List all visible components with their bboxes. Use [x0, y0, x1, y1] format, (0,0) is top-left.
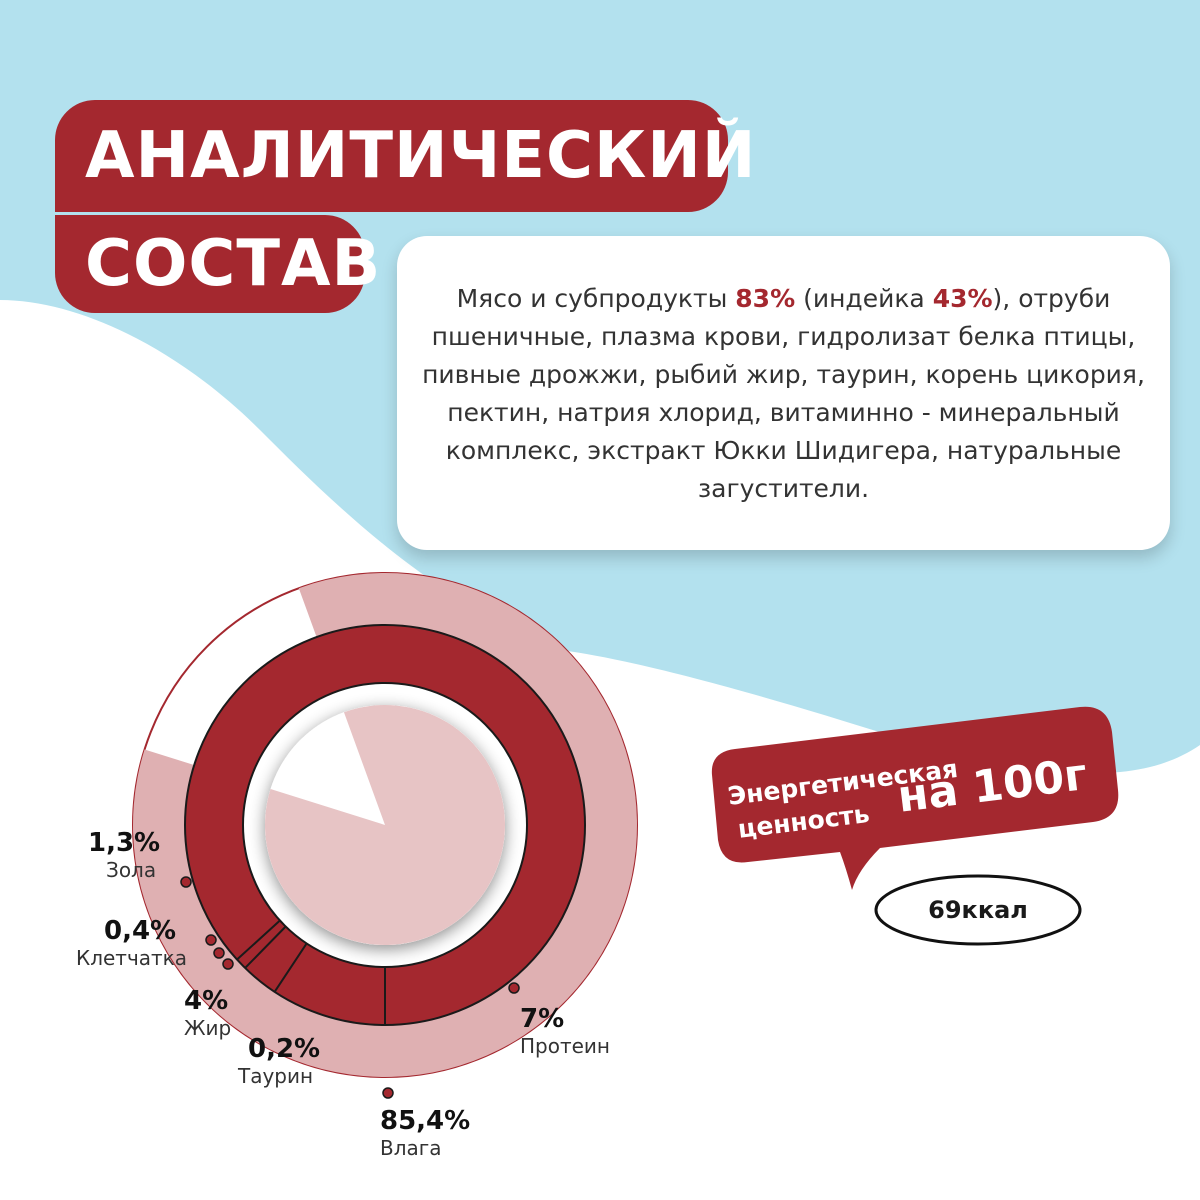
fiber-percent: 0,4%: [104, 916, 177, 946]
meat-percent: 83%: [735, 284, 796, 313]
energy-value: 69ккал: [928, 896, 1028, 924]
fiber-name: Клетчатка: [76, 946, 187, 970]
turkey-percent: 43%: [932, 284, 993, 313]
fat-name: Жир: [184, 1016, 232, 1040]
ash-percent: 1,3%: [88, 828, 161, 858]
taurine-name: Таурин: [238, 1064, 314, 1088]
ash-name: Зола: [106, 858, 157, 882]
label-ash: 1,3% Зола: [88, 828, 160, 882]
marker-fiber: [205, 934, 217, 946]
moisture-percent: 85,4%: [380, 1106, 471, 1136]
marker-moisture: [382, 1087, 394, 1099]
label-fiber: 0,4% Клетчатка: [76, 916, 187, 970]
moisture-name: Влага: [380, 1136, 442, 1160]
label-fat: 4% Жир: [184, 986, 231, 1040]
boundary-taurine: [236, 919, 281, 961]
title-line-1: АНАЛИТИЧЕСКИЙ: [55, 100, 755, 212]
composition-card: Мясо и субпродукты 83% (индейка 43%), от…: [397, 236, 1170, 550]
protein-percent: 7%: [520, 1004, 565, 1034]
marker-fat: [222, 958, 234, 970]
marker-ash: [180, 876, 192, 888]
label-protein: 7% Протеин: [520, 1004, 610, 1058]
marker-protein: [508, 982, 520, 994]
title-line-2: СОСТАВ: [55, 215, 380, 313]
composition-text-2: (индейка: [795, 284, 933, 313]
marker-taurine: [213, 947, 225, 959]
energy-value-ellipse: [874, 874, 1082, 946]
taurine-percent: 0,2%: [248, 1034, 321, 1064]
composition-text-3: ), отруби пшеничные, плазма крови, гидро…: [422, 284, 1145, 503]
label-taurine: 0,2% Таурин: [238, 1034, 320, 1088]
center-moisture-wedge: [265, 705, 506, 945]
composition-text-1: Мясо и субпродукты: [456, 284, 736, 313]
energy-bubble: [711, 706, 1119, 890]
boundary-fiber: [244, 925, 287, 969]
fat-percent: 4%: [184, 986, 229, 1016]
protein-name: Протеин: [520, 1034, 610, 1058]
boundary-ash: [273, 942, 308, 993]
label-moisture: 85,4% Влага: [380, 1106, 470, 1160]
